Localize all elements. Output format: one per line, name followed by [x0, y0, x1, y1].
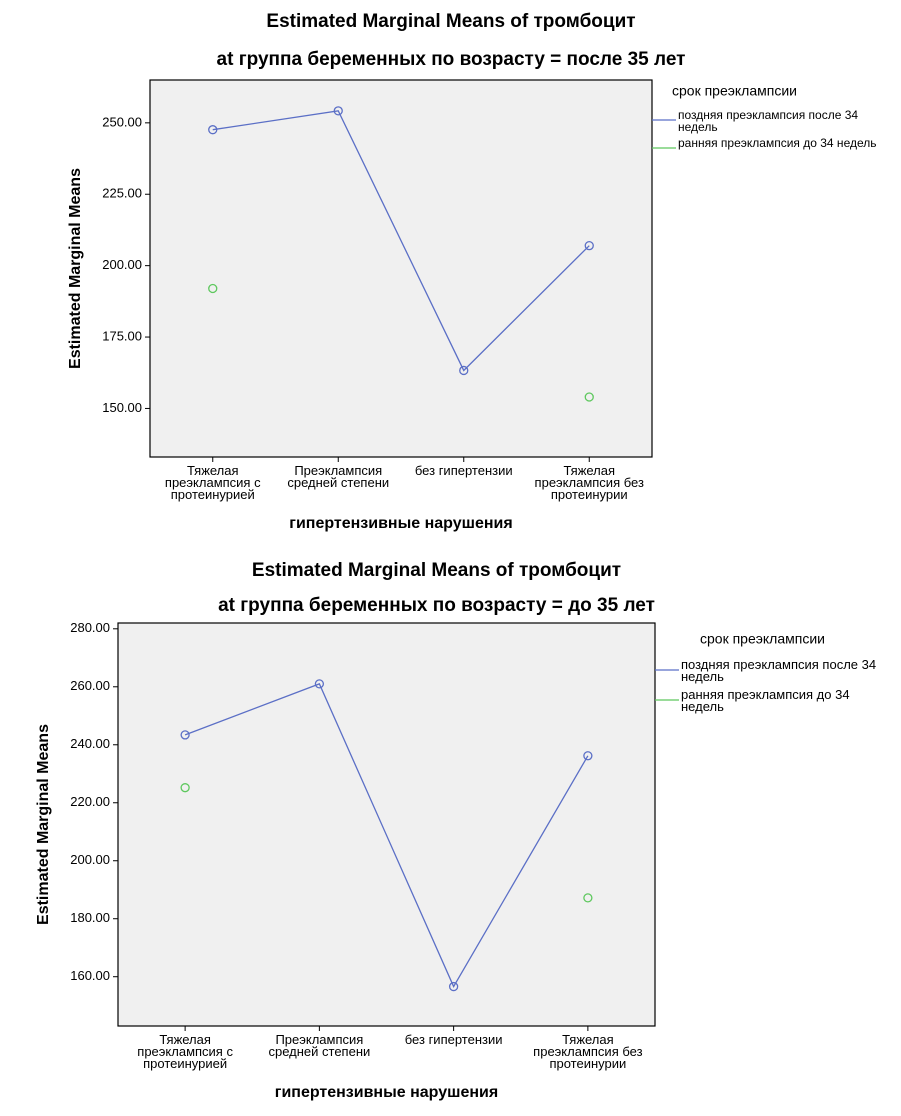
y-tick-label: 250.00 [102, 114, 142, 129]
x-tick-label: Тяжелая преэклампсия с протеинурией [137, 1034, 233, 1071]
x-tick-label: Преэклампсия средней степени [268, 1034, 371, 1059]
y-tick-label: 240.00 [70, 736, 110, 751]
x-tick-label-box: без гипертензии [404, 1034, 503, 1047]
y-tick-label: 225.00 [102, 186, 142, 201]
x-axis-label: гипертензивные нарушения [275, 1084, 498, 1101]
y-tick-label: 200.00 [102, 257, 142, 272]
plot-area [117, 622, 656, 1027]
x-tick-label-box: Тяжелая преэклампсия с протеинурией [164, 465, 261, 502]
marker [180, 730, 190, 740]
x-tick-label-box: Тяжелая преэклампсия без протеинурии [533, 1034, 643, 1071]
marker [584, 392, 594, 402]
chart-title: Estimated Marginal Means of тромбоцит [266, 11, 635, 32]
y-tick-label: 200.00 [70, 852, 110, 867]
legend-label-box: поздняя преэклампсия после 34 недель [681, 659, 877, 684]
x-tick-label-box: Тяжелая преэклампсия без протеинурии [534, 465, 644, 502]
x-tick-label-box: Тяжелая преэклампсия с протеинурией [137, 1034, 233, 1071]
chart-subtitle: at группа беременных по возрасту = до 35… [218, 595, 655, 616]
marker [584, 241, 594, 251]
x-tick-label: без гипертензии [404, 1034, 503, 1047]
x-tick-label: Тяжелая преэклампсия без протеинурии [533, 1034, 643, 1071]
marker [208, 283, 218, 294]
x-tick-label: без гипертензии [414, 465, 513, 478]
legend-title: срок преэклампсии [700, 631, 825, 647]
legend-label: ранняя преэклампсия до 34 недель [681, 689, 850, 714]
x-tick-label: Тяжелая преэклампсия с протеинурией [164, 465, 261, 502]
x-tick-label-box: Преэклампсия средней степени [268, 1034, 371, 1059]
marker [208, 125, 218, 135]
y-tick-label: 160.00 [70, 968, 110, 983]
series-line [184, 683, 589, 988]
y-tick-label: 180.00 [70, 910, 110, 925]
marker [180, 783, 190, 793]
y-tick-label: 220.00 [70, 794, 110, 809]
marker [459, 365, 469, 376]
x-axis-label: гипертензивные нарушения [289, 515, 512, 532]
y-axis-label: Estimated Marginal Means [67, 168, 84, 369]
chart-subtitle: at группа беременных по возрасту = после… [217, 49, 686, 70]
marker [314, 679, 325, 689]
marker [583, 751, 593, 761]
legend-label-box: поздняя преэклампсия после 34 недель [678, 109, 859, 134]
y-axis-label: Estimated Marginal Means [35, 724, 52, 925]
legend-label: ранняя преэклампсия до 34 недель [678, 137, 877, 150]
x-tick-label-box: без гипертензии [414, 465, 513, 478]
plot-area [149, 79, 653, 458]
legend-label-box: ранняя преэклампсия до 34 недель [681, 689, 850, 714]
legend-label-box: ранняя преэклампсия до 34 недель [678, 137, 877, 150]
y-tick-label: 150.00 [102, 400, 142, 415]
chart-title: Estimated Marginal Means of тромбоцит [252, 560, 621, 581]
series-line [212, 110, 590, 372]
marker [333, 106, 343, 116]
y-tick-label: 175.00 [102, 328, 142, 343]
y-tick-label: 260.00 [70, 678, 110, 693]
x-tick-label-box: Преэклампсия средней степени [287, 465, 390, 490]
y-tick-label: 280.00 [70, 620, 110, 635]
legend-title: срок преэклампсии [672, 83, 797, 99]
legend-label: поздняя преэклампсия после 34 недель [678, 109, 859, 134]
x-tick-label: Тяжелая преэклампсия без протеинурии [534, 465, 644, 502]
legend-label: поздняя преэклампсия после 34 недель [681, 659, 877, 684]
marker [583, 893, 593, 903]
x-tick-label: Преэклампсия средней степени [287, 465, 390, 490]
marker [448, 981, 459, 992]
